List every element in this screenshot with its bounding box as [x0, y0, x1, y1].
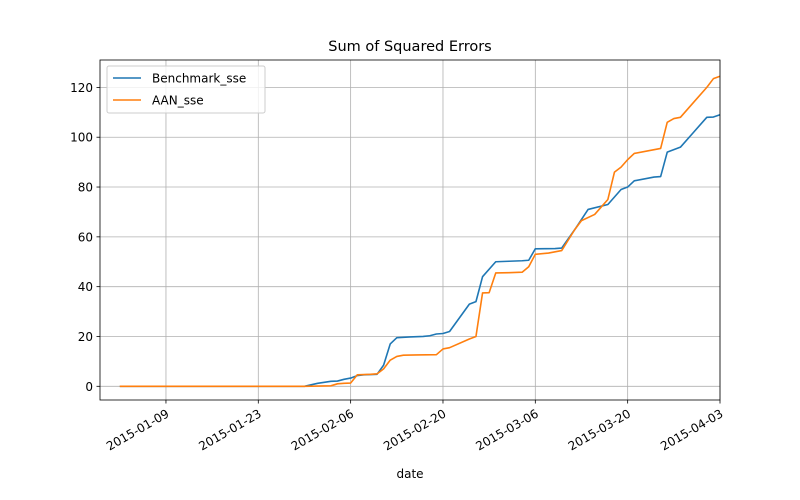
x-tick-label: 2015-01-09	[104, 406, 171, 453]
y-tick-label: 60	[78, 230, 93, 244]
x-tick-label: 2015-02-20	[381, 406, 448, 453]
plot-frame	[99, 59, 721, 401]
y-tick-label: 80	[78, 181, 93, 195]
x-axis-label: date	[396, 467, 423, 481]
x-axis: 2015-01-09 2015-01-23 2015-02-06 2015-02-20…	[104, 400, 726, 453]
y-tick-label: 40	[78, 280, 93, 294]
x-tick-label: 2015-02-06	[289, 406, 356, 453]
series-line-1	[119, 75, 721, 388]
legend-box	[106, 65, 266, 114]
legend-label-1: AAN_sse	[152, 94, 204, 108]
legend: Benchmark_sse AAN_sse	[106, 65, 266, 114]
x-tick-label: 2015-04-03	[658, 406, 725, 453]
series-line-0	[119, 114, 721, 388]
chart-title: Sum of Squared Errors	[328, 39, 491, 55]
x-tick-label: 2015-03-20	[566, 406, 633, 453]
y-tick-label: 120	[70, 81, 93, 95]
plot-lines	[119, 75, 721, 388]
y-tick-label: 100	[70, 131, 93, 145]
x-tick-label: 2015-01-23	[196, 406, 263, 453]
y-tick-label: 0	[85, 380, 93, 394]
y-axis: 0 20 40 60 80 100 120	[70, 81, 100, 394]
y-tick-label: 20	[78, 330, 93, 344]
x-tick-label: 2015-03-06	[473, 406, 540, 453]
legend-label-0: Benchmark_sse	[152, 72, 246, 86]
